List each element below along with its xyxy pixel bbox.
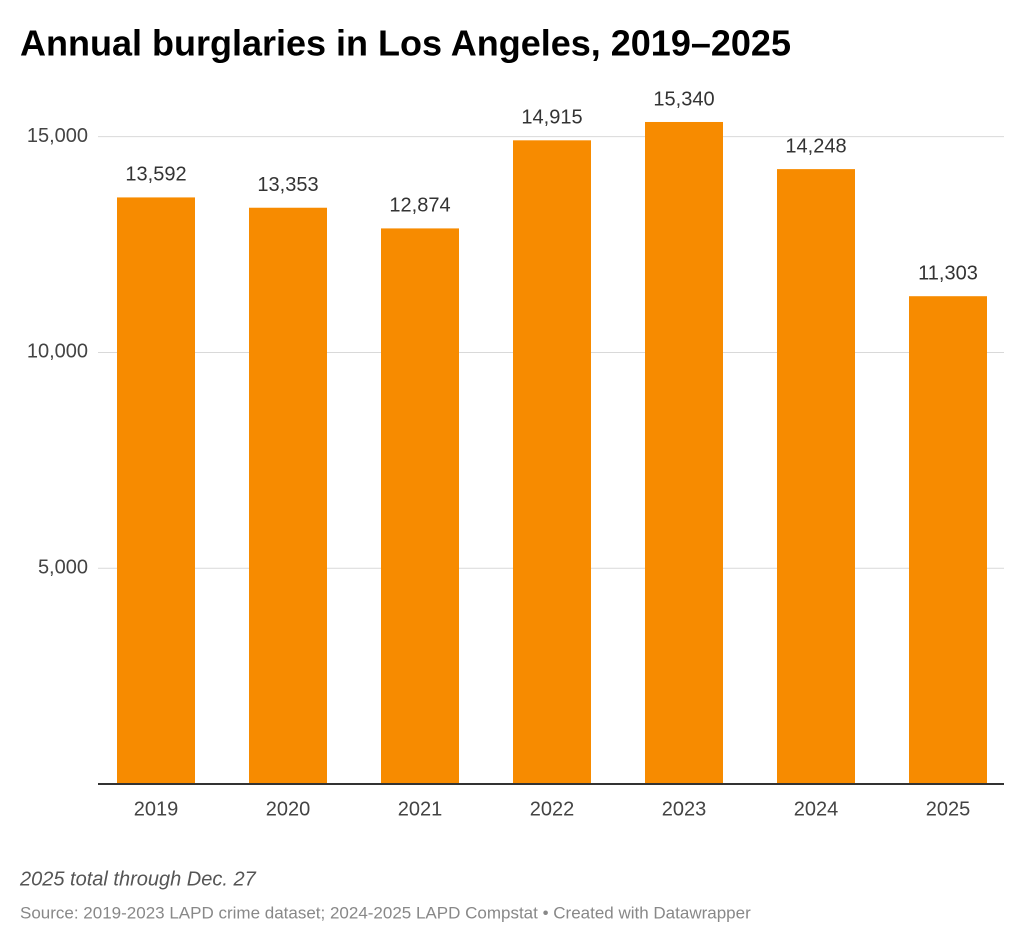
note: 2025 total through Dec. 27 xyxy=(19,868,257,890)
value-label: 13,353 xyxy=(257,174,318,196)
value-label: 11,303 xyxy=(918,262,978,284)
chart-title: Annual burglaries in Los Angeles, 2019–2… xyxy=(20,23,791,64)
x-tick-label: 2020 xyxy=(266,798,311,820)
x-tick-label: 2024 xyxy=(794,798,839,820)
bar xyxy=(909,296,987,784)
x-tick-label: 2025 xyxy=(926,798,971,820)
y-tick-label: 5,000 xyxy=(38,557,88,579)
bar xyxy=(645,121,723,784)
bar xyxy=(117,197,195,784)
bar xyxy=(249,207,327,784)
y-tick-label: 15,000 xyxy=(27,125,88,147)
bar xyxy=(777,169,855,785)
value-label: 12,874 xyxy=(389,195,450,217)
bar xyxy=(381,228,459,784)
x-tick-label: 2022 xyxy=(530,798,575,820)
x-tick-label: 2019 xyxy=(134,798,179,820)
x-tick-label: 2021 xyxy=(398,798,443,820)
source: Source: 2019-2023 LAPD crime dataset; 20… xyxy=(20,903,751,922)
value-label: 15,340 xyxy=(653,88,714,110)
x-tick-label: 2023 xyxy=(662,798,707,820)
value-label: 14,915 xyxy=(521,107,582,129)
bar xyxy=(513,140,591,784)
value-label: 13,592 xyxy=(125,164,186,186)
value-label: 14,248 xyxy=(785,135,846,157)
y-tick-label: 10,000 xyxy=(27,341,88,363)
